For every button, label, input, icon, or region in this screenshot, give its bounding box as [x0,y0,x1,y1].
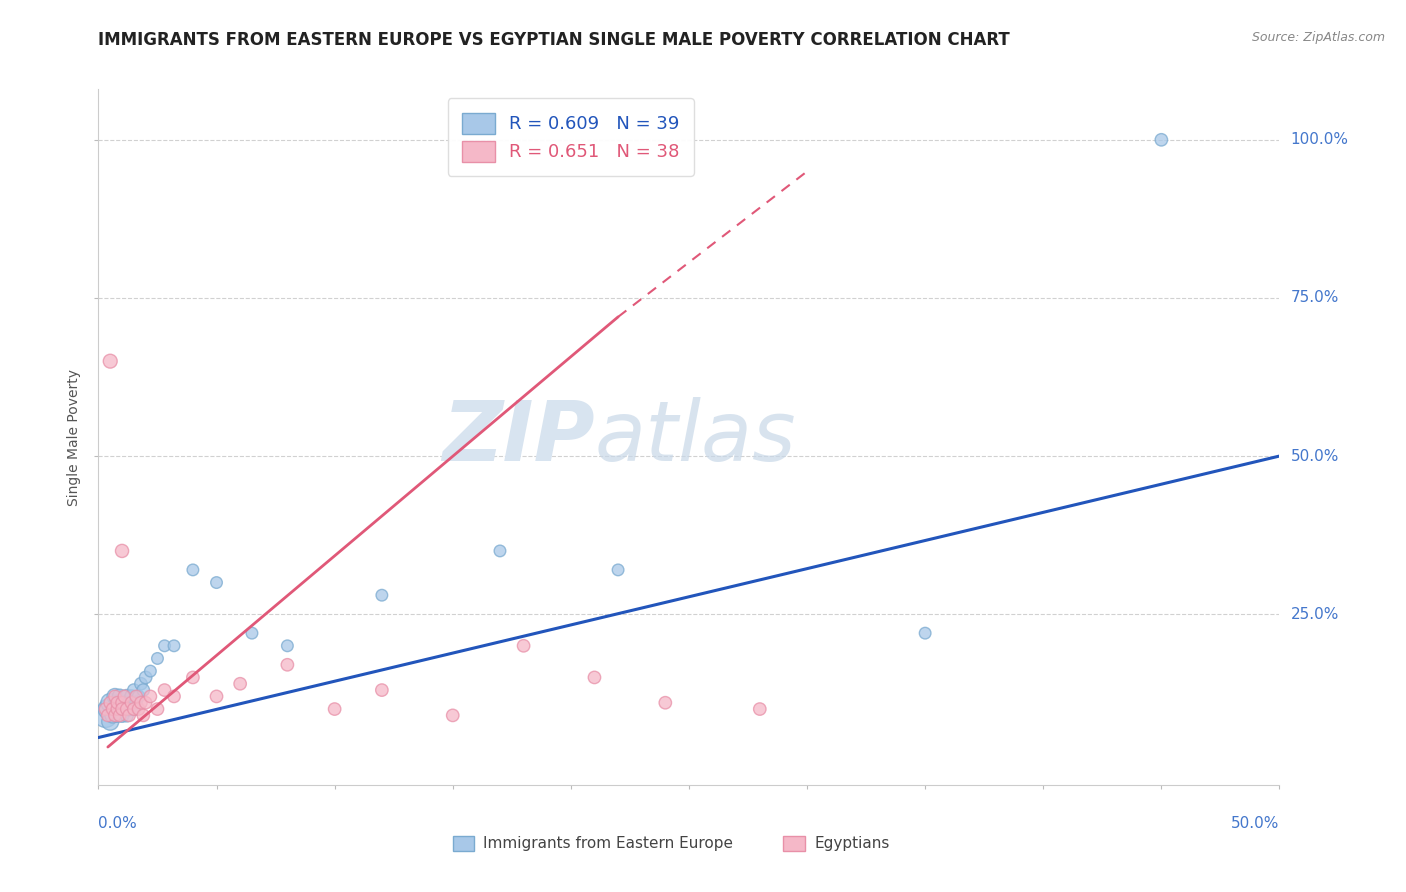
Text: Egyptians: Egyptians [814,836,890,851]
Point [163,639,186,653]
Point [205,690,228,704]
Point [104,708,127,723]
Point [914,626,936,640]
Point [98,714,121,729]
Point [97,708,120,723]
Text: Source: ZipAtlas.com: Source: ZipAtlas.com [1251,31,1385,45]
Point [108,702,131,716]
Point [129,677,152,691]
Point [1150,133,1173,147]
Point [105,696,128,710]
Point [139,690,162,704]
Point [583,670,606,684]
Point [163,690,186,704]
Point [153,683,176,698]
Point [115,690,138,704]
Point [108,708,131,723]
Point [276,657,298,672]
Point [205,575,228,590]
Point [139,664,162,678]
Point [748,702,770,716]
Text: 50.0%: 50.0% [1232,815,1279,830]
Point [153,639,176,653]
Point [101,708,124,723]
Point [94,702,117,716]
Point [323,702,346,716]
Point [105,708,128,723]
Point [654,696,676,710]
Point [121,696,143,710]
Point [132,708,155,723]
Legend: R = 0.609   N = 39, R = 0.651   N = 38: R = 0.609 N = 39, R = 0.651 N = 38 [447,98,695,176]
Point [135,670,157,684]
Point [181,670,204,684]
Point [112,702,135,716]
Point [111,696,134,710]
Text: 50.0%: 50.0% [1291,449,1339,464]
Point [146,702,169,716]
Point [111,696,134,710]
Point [111,544,134,558]
Point [105,696,128,710]
Point [98,354,121,368]
Bar [453,836,474,851]
Text: Immigrants from Eastern Europe: Immigrants from Eastern Europe [484,836,734,851]
Point [121,690,143,704]
Point [118,702,141,716]
Point [181,563,204,577]
Point [229,677,252,691]
Point [122,702,145,716]
Point [101,702,124,716]
Text: IMMIGRANTS FROM EASTERN EUROPE VS EGYPTIAN SINGLE MALE POVERTY CORRELATION CHART: IMMIGRANTS FROM EASTERN EUROPE VS EGYPTI… [98,31,1010,49]
Point [240,626,263,640]
Point [125,690,148,704]
Point [122,683,145,698]
Text: ZIP: ZIP [441,397,595,477]
Point [97,702,120,716]
Point [104,702,127,716]
Point [129,696,152,710]
Point [105,702,128,716]
Point [371,588,394,602]
Point [135,696,157,710]
Text: 0.0%: 0.0% [98,815,138,830]
Point [125,696,148,710]
Point [94,708,117,723]
Point [118,708,141,723]
Bar [783,836,804,851]
Point [489,544,512,558]
Point [122,702,145,716]
Point [118,696,141,710]
Point [128,702,150,716]
Point [371,683,394,698]
Point [115,702,138,716]
Point [104,690,127,704]
Text: 75.0%: 75.0% [1291,291,1339,305]
Point [146,651,169,665]
Y-axis label: Single Male Poverty: Single Male Poverty [67,368,82,506]
Text: 100.0%: 100.0% [1291,132,1348,147]
Point [276,639,298,653]
Point [111,702,134,716]
Point [512,639,534,653]
Point [112,690,135,704]
Point [98,696,121,710]
Point [132,683,155,698]
Point [108,690,131,704]
Text: 25.0%: 25.0% [1291,607,1339,622]
Text: atlas: atlas [595,397,796,477]
Point [441,708,464,723]
Point [111,708,134,723]
Point [104,690,127,704]
Point [607,563,630,577]
Point [128,690,150,704]
Point [98,696,121,710]
Point [115,708,138,723]
